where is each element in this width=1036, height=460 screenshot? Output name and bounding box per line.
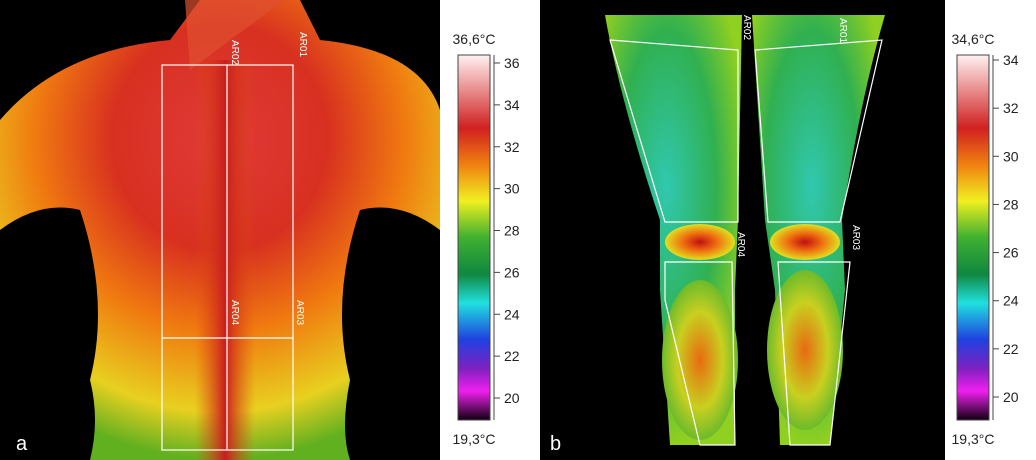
scale-tick-label: 26 xyxy=(504,264,520,280)
scale-tick-label: 34 xyxy=(1003,52,1019,68)
region-label: AR03 xyxy=(294,300,305,325)
scale-tick-label: 30 xyxy=(504,181,520,197)
panel-letter: a xyxy=(16,433,28,455)
scale-min: 19,3°C xyxy=(952,431,995,447)
color-bar xyxy=(458,55,490,420)
scale-tick-label: 30 xyxy=(1003,148,1019,164)
scale-tick-label: 24 xyxy=(504,306,520,322)
region-label: AR02 xyxy=(741,15,752,40)
region-label: AR01 xyxy=(837,18,848,43)
panel-b-image: AR01 AR02 AR03 AR04 b xyxy=(540,0,945,460)
scale-tick-label: 32 xyxy=(504,139,520,155)
scale-min: 19,3°C xyxy=(453,431,496,447)
region-label: AR04 xyxy=(735,232,746,257)
scale-tick-label: 26 xyxy=(1003,245,1019,261)
scale-tick-label: 24 xyxy=(1003,293,1019,309)
region-label: AR03 xyxy=(850,225,861,250)
scale-tick-label: 32 xyxy=(1003,100,1019,116)
panel-letter: b xyxy=(550,433,561,455)
scale-max: 36,6°C xyxy=(453,31,496,47)
scale-tick-label: 22 xyxy=(1003,341,1019,357)
region-label: AR01 xyxy=(297,32,308,57)
thermal-figure: AR01 AR02 AR03 AR04 a AR01 AR02 AR03 AR0… xyxy=(0,0,1036,460)
color-bar xyxy=(957,55,989,420)
scale-tick-label: 28 xyxy=(1003,196,1019,212)
scale-tick-label: 20 xyxy=(1003,389,1019,405)
scale-tick-label: 22 xyxy=(504,348,520,364)
scale-tick-label: 36 xyxy=(504,55,520,71)
scale-tick-label: 34 xyxy=(504,97,520,113)
panel-a-image: AR01 AR02 AR03 AR04 a xyxy=(0,0,440,460)
region-label: AR02 xyxy=(229,40,240,65)
scale-max: 34,6°C xyxy=(952,31,995,47)
scale-tick-label: 28 xyxy=(504,223,520,239)
region-label: AR04 xyxy=(229,300,240,325)
scale-tick-label: 20 xyxy=(504,390,520,406)
